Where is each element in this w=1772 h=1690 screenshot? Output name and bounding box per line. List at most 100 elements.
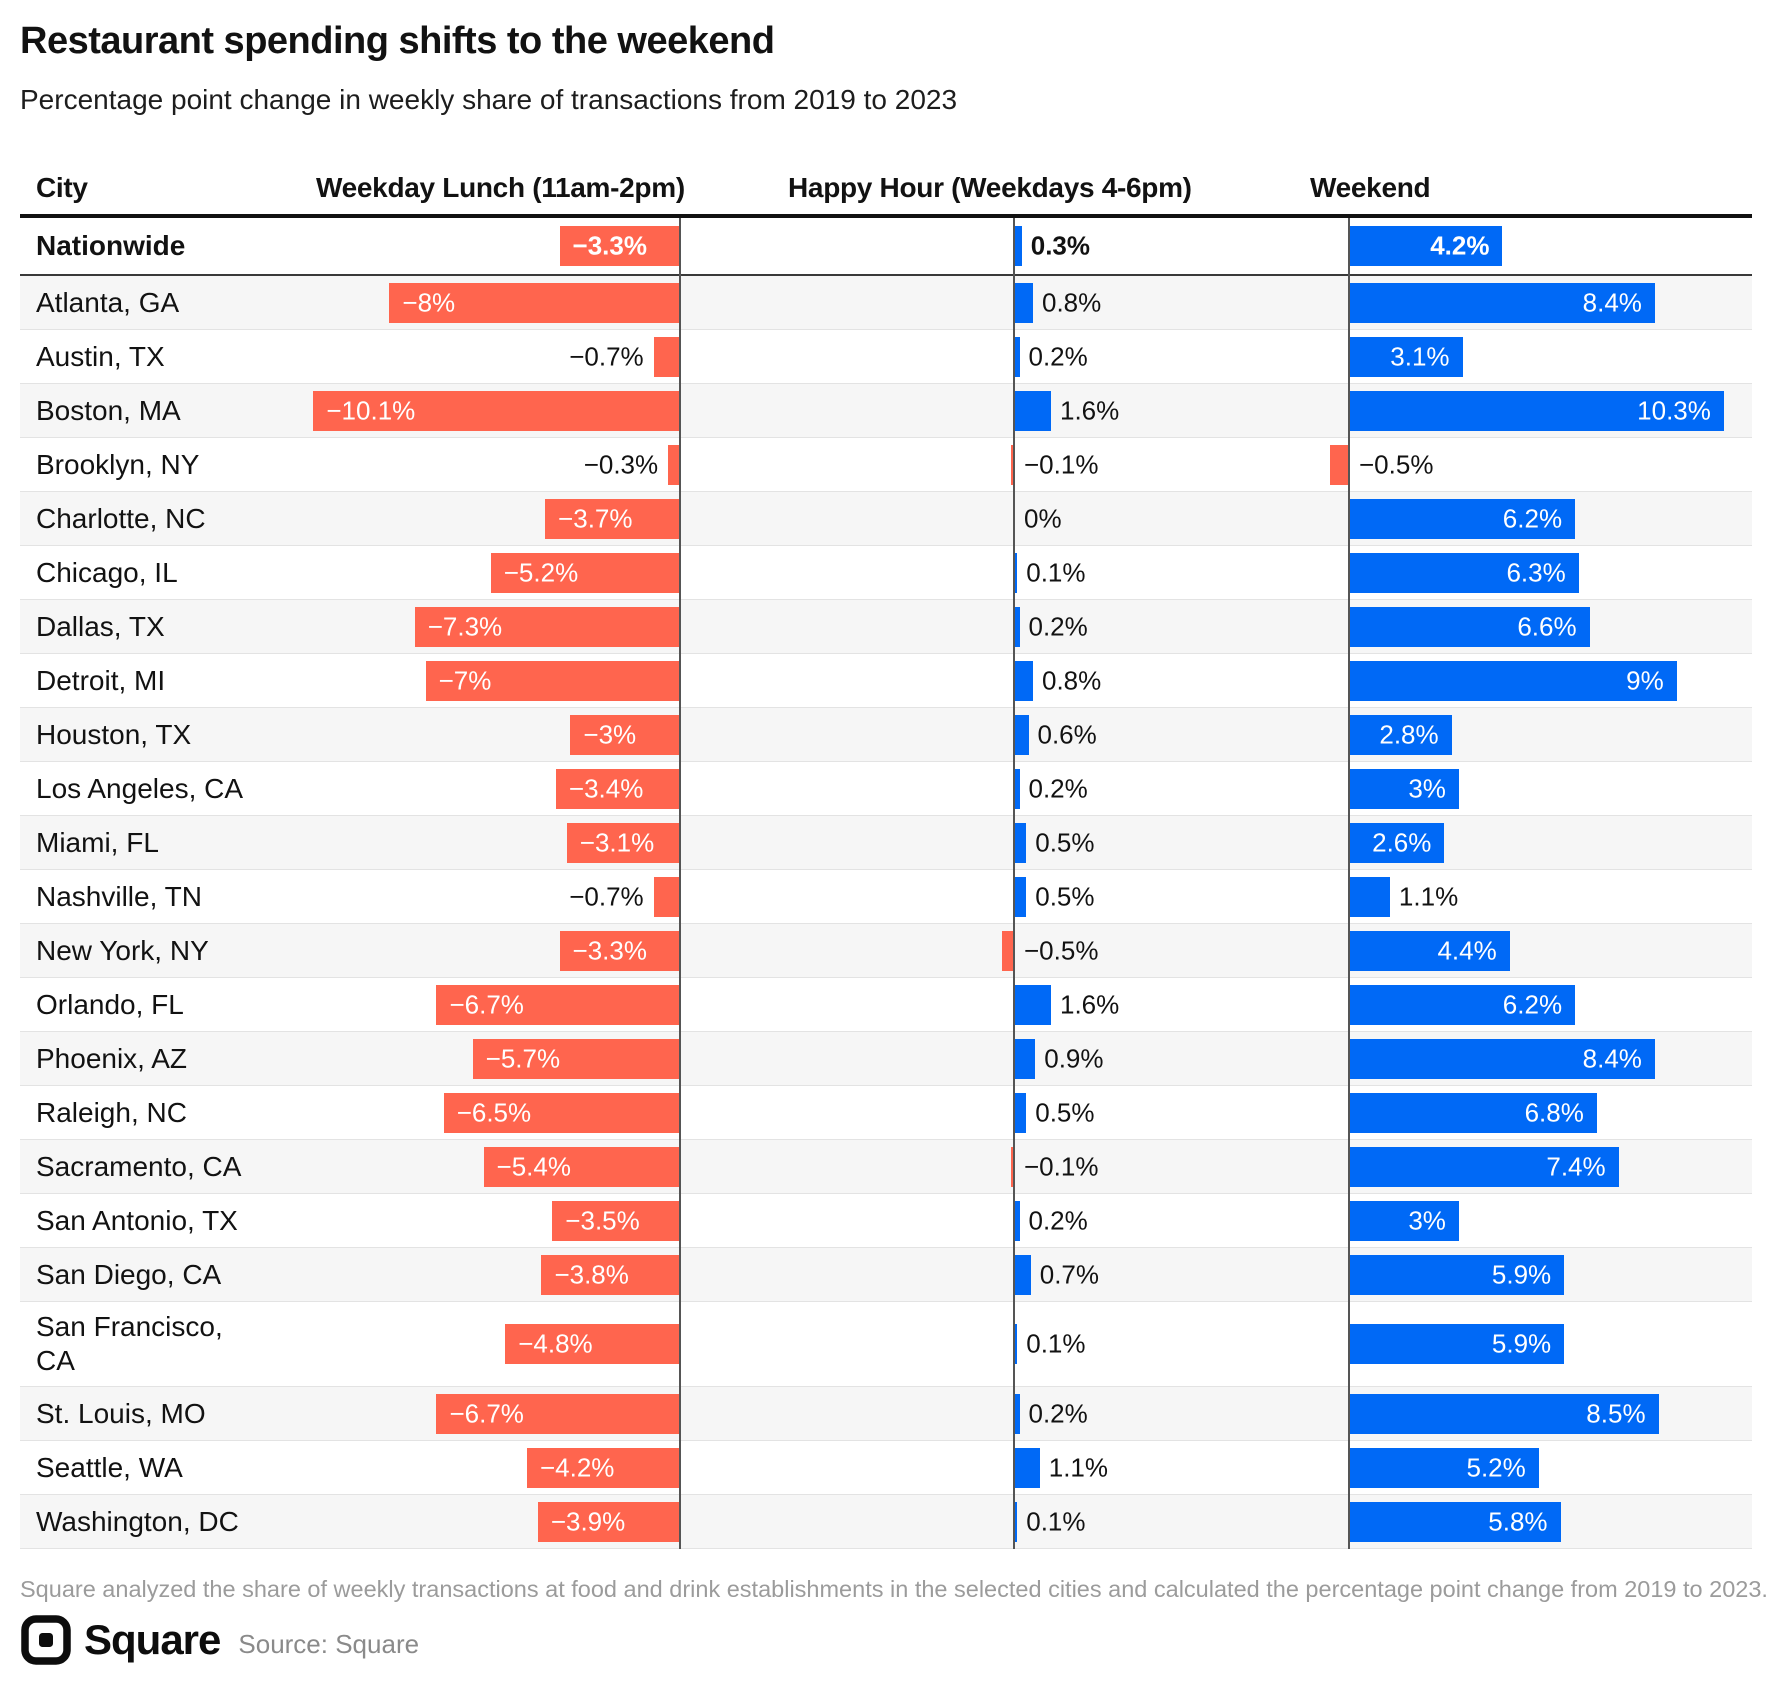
lunch-bar (436, 1393, 679, 1434)
square-wordmark: Square (84, 1616, 221, 1663)
table-row: Chicago, IL −5.2% 0.1% 6.3% (20, 546, 1752, 600)
table-row: Nashville, TN −0.7% 0.5% 1.1% (20, 870, 1752, 924)
lunch-bar (541, 1254, 679, 1295)
happy-hour-value: −0.5% (1024, 935, 1099, 965)
lunch-bar (555, 768, 679, 809)
weekend-value: 8.4% (1582, 1043, 1642, 1073)
happy-hour-value: 0.8% (1042, 665, 1102, 695)
lunch-value: −3.3% (572, 935, 647, 965)
lunch-bar (552, 1200, 679, 1241)
weekend-value: 10.3% (1637, 395, 1711, 425)
weekend-value: 3.1% (1390, 341, 1450, 371)
weekend-bar (1350, 768, 1459, 809)
happy-hour-value: 0.5% (1035, 881, 1095, 911)
city-label: Orlando, FL (36, 988, 184, 1020)
table-row: Orlando, FL −6.7% 1.6% 6.2% (20, 978, 1752, 1032)
lunch-value: −0.7% (569, 341, 644, 371)
happy-hour-value: 0.3% (1030, 230, 1091, 261)
lunch-value: −5.4% (496, 1151, 571, 1181)
lunch-bar (559, 226, 679, 266)
weekend-value: 3% (1408, 1205, 1446, 1235)
weekend-value: 5.2% (1466, 1452, 1526, 1482)
city-label: Brooklyn, NY (36, 448, 200, 480)
happy-hour-bar (1010, 1146, 1013, 1187)
city-label: Chicago, IL (36, 556, 178, 588)
weekend-bar (1350, 876, 1390, 917)
lunch-value: −10.1% (326, 395, 416, 425)
lunch-bar (425, 660, 679, 701)
lunch-bar (653, 336, 679, 377)
happy-hour-value: 0.2% (1028, 611, 1088, 641)
weekend-value: 5.9% (1491, 1259, 1552, 1289)
happy-hour-value: 0.8% (1042, 287, 1102, 317)
happy-hour-bar (1015, 1501, 1018, 1542)
weekend-value: 5.9% (1491, 1328, 1552, 1359)
city-label: Detroit, MI (36, 664, 166, 696)
lunch-value: −7% (438, 665, 492, 695)
happy-hour-value: 0.9% (1044, 1043, 1104, 1073)
city-label: Austin, TX (36, 340, 165, 372)
happy-hour-bar (1010, 444, 1013, 485)
source-credit: Source: Square (238, 1628, 420, 1659)
weekend-value: 8.5% (1586, 1398, 1646, 1428)
lunch-bar (436, 984, 679, 1025)
happy-hour-bar (1015, 336, 1020, 377)
table-row: St. Louis, MO −6.7% 0.2% 8.5% (20, 1387, 1752, 1441)
happy-hour-bar (1015, 606, 1020, 647)
city-label: Charlotte, NC (36, 502, 206, 534)
weekend-bar (1350, 1254, 1565, 1295)
lunch-value: −3.4% (568, 773, 644, 803)
weekend-bar (1350, 1501, 1561, 1542)
city-label: Raleigh, NC (36, 1096, 187, 1128)
happy-hour-bar (1015, 390, 1051, 431)
weekend-value: 6.6% (1517, 611, 1577, 641)
happy-hour-value: 0.2% (1028, 1398, 1088, 1428)
lunch-value: −8% (402, 287, 456, 317)
weekend-bar (1350, 606, 1590, 647)
city-label: New York, NY (36, 934, 209, 966)
weekend-value: −0.5% (1359, 449, 1434, 479)
table-row: Washington, DC −3.9% 0.1% 5.8% (20, 1495, 1752, 1549)
happy-hour-bar (1001, 930, 1013, 971)
lunch-bar (313, 390, 679, 431)
weekend-bar (1350, 1447, 1539, 1488)
city-label: Nashville, TN (36, 880, 202, 912)
happy-hour-value: 0% (1024, 503, 1062, 533)
happy-hour-value: 0.1% (1026, 557, 1086, 587)
table-row: San Antonio, TX −3.5% 0.2% 3% (20, 1194, 1752, 1248)
happy-hour-bar (1015, 1447, 1040, 1488)
happy-hour-value: 0.5% (1035, 1097, 1095, 1127)
happy-hour-bar (1015, 1038, 1036, 1079)
happy-hour-value: 1.6% (1060, 989, 1120, 1019)
happy-hour-value: −0.1% (1024, 449, 1099, 479)
happy-hour-bar (1015, 1393, 1020, 1434)
table-row: Brooklyn, NY −0.3% −0.1% −0.5% (20, 438, 1752, 492)
weekend-value: 6.3% (1506, 557, 1566, 587)
city-label: Sacramento, CA (36, 1150, 242, 1182)
weekend-value: 4.2% (1430, 230, 1490, 261)
lunch-value: −6.7% (449, 1398, 524, 1428)
weekend-value: 8.4% (1582, 287, 1642, 317)
lunch-bar (566, 822, 679, 863)
lunch-bar (545, 498, 679, 539)
table-row: Charlotte, NC −3.7% 0% 6.2% (20, 492, 1752, 546)
table-row: Los Angeles, CA −3.4% 0.2% 3% (20, 762, 1752, 816)
weekend-bar (1350, 1200, 1459, 1241)
weekend-bar (1350, 226, 1503, 266)
lunch-value: −0.3% (583, 449, 659, 479)
table-row: San Diego, CA −3.8% 0.7% 5.9% (20, 1248, 1752, 1302)
happy-hour-value: 1.6% (1060, 395, 1120, 425)
city-label: Phoenix, AZ (36, 1042, 187, 1074)
weekend-value: 3% (1408, 773, 1446, 803)
square-logo-icon (21, 1615, 71, 1665)
column-header-weekday-lunch: Weekday Lunch (11am-2pm) (316, 172, 685, 203)
happy-hour-bar (1015, 660, 1033, 701)
happy-hour-bar (1015, 876, 1027, 917)
lunch-value: −4.8% (518, 1328, 593, 1359)
table-row: San Francisco, CA −4.8% 0.1% 5.9% (20, 1302, 1752, 1387)
city-label: San Antonio, TX (36, 1204, 238, 1236)
weekend-value: 2.8% (1379, 719, 1439, 749)
brand-footer: Square Source: Square (20, 1614, 419, 1666)
city-label: Washington, DC (36, 1505, 239, 1537)
